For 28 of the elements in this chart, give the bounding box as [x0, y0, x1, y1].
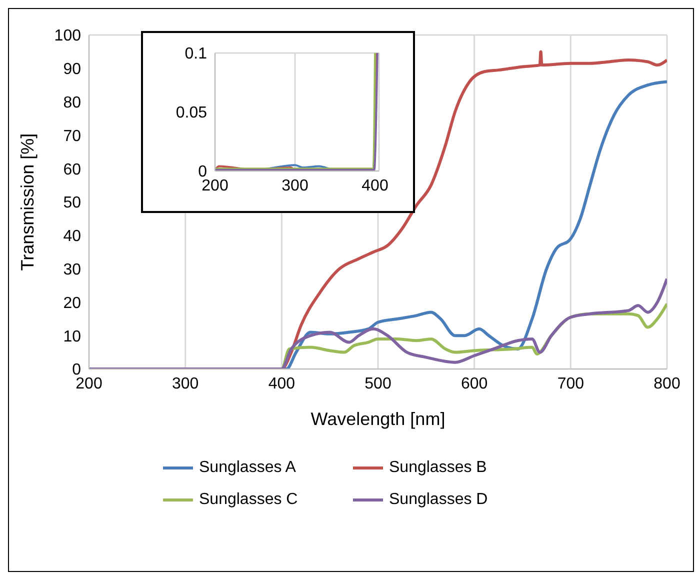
- x-tick-label: 200: [76, 375, 102, 392]
- legend-label: Sunglasses D: [389, 491, 488, 509]
- y-tick-label: 40: [63, 228, 82, 246]
- y-tick-label: 50: [63, 194, 82, 212]
- y-tick-label: 0.1: [184, 46, 208, 63]
- x-tick-label: 700: [557, 375, 584, 392]
- x-tick-label: 400: [268, 375, 296, 392]
- x-tick-label: 300: [172, 375, 199, 392]
- x-axis-title: Wavelength [nm]: [310, 409, 446, 429]
- y-tick-label: 30: [63, 261, 82, 278]
- y-tick-label: 20: [63, 294, 82, 312]
- y-tick-label: 10: [63, 328, 82, 346]
- y-tick-label: 80: [63, 94, 82, 112]
- x-tick-label: 200: [202, 177, 228, 194]
- x-tick-label: 800: [654, 375, 680, 392]
- legend-label: Sunglasses A: [199, 459, 296, 477]
- y-tick-label: 100: [54, 28, 82, 45]
- y-tick-label: 60: [63, 161, 82, 178]
- y-axis-title: Transmission [%]: [17, 133, 38, 271]
- x-tick-label: 300: [282, 177, 308, 194]
- y-tick-label: 70: [63, 128, 82, 145]
- legend-label: Sunglasses C: [199, 491, 298, 509]
- y-tick-label: 90: [63, 61, 82, 78]
- x-tick-label: 600: [460, 375, 488, 392]
- x-tick-label: 500: [364, 375, 392, 392]
- x-tick-label: 400: [362, 177, 388, 194]
- legend-label: Sunglasses B: [389, 459, 487, 477]
- y-tick-label: 0.05: [176, 104, 208, 122]
